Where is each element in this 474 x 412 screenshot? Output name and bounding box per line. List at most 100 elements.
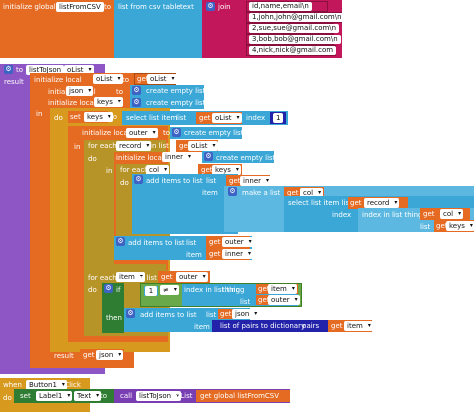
get-var-field[interactable]: oList bbox=[147, 74, 177, 84]
get-var-field[interactable]: oList bbox=[212, 113, 242, 123]
select-list-item-label: select list item list bbox=[288, 199, 352, 207]
local-var-field[interactable]: outer bbox=[126, 128, 158, 138]
in-list-label: in list bbox=[172, 166, 191, 174]
list-gear-icon[interactable]: ⚙ bbox=[204, 152, 213, 161]
init-global-label: initialize global bbox=[3, 3, 56, 11]
list-gear-icon[interactable]: ⚙ bbox=[172, 128, 181, 137]
list-gear-icon[interactable]: ⚙ bbox=[134, 175, 143, 184]
local-var-field[interactable]: inner bbox=[162, 152, 194, 162]
get-label: get bbox=[229, 177, 241, 185]
get-var-field[interactable]: col bbox=[300, 188, 324, 198]
get-label: get bbox=[436, 222, 448, 230]
get-label: get global listFromCSV bbox=[200, 392, 280, 400]
csv-table-block[interactable] bbox=[114, 0, 204, 58]
local-to-label: to bbox=[194, 154, 202, 162]
init-local-label: initialize local bbox=[48, 99, 96, 107]
loop-var-field[interactable]: item bbox=[116, 272, 145, 282]
text-line[interactable]: 2,sue,sue@gmail.com\n bbox=[249, 24, 340, 33]
get-var-field[interactable]: json bbox=[96, 350, 124, 360]
get-var-field[interactable]: outer bbox=[176, 272, 208, 282]
get-label: get bbox=[350, 199, 362, 207]
local-var-field[interactable]: keys bbox=[94, 97, 123, 107]
get-var-field[interactable]: outer bbox=[222, 237, 254, 247]
get-label: get bbox=[137, 75, 149, 83]
get-label: get bbox=[201, 166, 213, 174]
if-gear-icon[interactable]: ⚙ bbox=[104, 284, 113, 293]
in-label: in bbox=[36, 110, 43, 118]
get-var-field[interactable]: outer bbox=[268, 295, 300, 305]
make-a-list-label: make a list bbox=[242, 189, 281, 197]
list-label: list bbox=[206, 311, 217, 319]
init-local-label: initialize local bbox=[34, 76, 82, 84]
text-line[interactable]: id,name,email\n bbox=[249, 2, 312, 11]
list-label: list bbox=[420, 223, 431, 231]
local-to-label: to bbox=[116, 99, 124, 107]
get-label: get bbox=[258, 296, 270, 304]
get-label: get bbox=[179, 142, 191, 150]
get-global-block[interactable] bbox=[196, 390, 290, 402]
local-var-field[interactable]: json bbox=[66, 86, 94, 96]
component-field[interactable]: Button1 bbox=[26, 380, 67, 390]
do-label: do bbox=[88, 155, 97, 163]
procedure-param-field[interactable]: oList bbox=[64, 65, 94, 75]
procedure-gear-icon[interactable]: ⚙ bbox=[4, 65, 13, 74]
get-label: get bbox=[331, 322, 343, 330]
text-line[interactable]: 3,bob,bob@gmail.com\n bbox=[249, 35, 341, 44]
create-empty-list-label: create empty list bbox=[146, 99, 206, 107]
create-empty-list-block[interactable] bbox=[130, 97, 204, 109]
create-empty-list-block[interactable] bbox=[130, 85, 204, 97]
csv-table-label: list from csv table bbox=[118, 3, 181, 11]
get-var-field[interactable]: item bbox=[268, 284, 297, 294]
procedure-name-field[interactable]: listToJson bbox=[26, 65, 65, 75]
list-gear-icon[interactable]: ⚙ bbox=[132, 86, 141, 95]
get-var-field[interactable]: oList bbox=[188, 141, 218, 151]
list-label: list bbox=[176, 114, 187, 122]
in-list-label: in list bbox=[150, 142, 169, 150]
get-var-field[interactable]: record bbox=[364, 198, 400, 208]
get-var-field[interactable]: json bbox=[232, 309, 260, 319]
join-gear-icon[interactable]: ⚙ bbox=[206, 2, 215, 11]
init-local-label: initialize local bbox=[82, 129, 130, 137]
number-field[interactable]: 1 bbox=[145, 286, 157, 296]
add-items-block[interactable] bbox=[132, 174, 238, 234]
get-var-field[interactable]: keys bbox=[212, 165, 241, 175]
text-line[interactable]: 4,nick,nick@gmail.com bbox=[249, 46, 337, 55]
create-empty-list-block[interactable] bbox=[202, 151, 274, 163]
list-gear-icon[interactable]: ⚙ bbox=[126, 309, 135, 318]
global-name-field[interactable]: listFromCSV bbox=[56, 2, 104, 12]
target-component-field[interactable]: Label1 bbox=[36, 391, 73, 401]
get-var-field[interactable]: col bbox=[440, 209, 464, 219]
do-label: do bbox=[54, 114, 63, 122]
create-empty-list-label: create empty list bbox=[146, 87, 206, 95]
item-label: item bbox=[194, 323, 210, 331]
loop-var-field[interactable]: col bbox=[146, 165, 170, 175]
get-var-field[interactable]: item bbox=[344, 321, 373, 331]
if-block[interactable] bbox=[102, 283, 124, 333]
set-label: set bbox=[70, 113, 81, 121]
pairs-to-dict-label: list of pairs to dictionary bbox=[220, 322, 306, 330]
index-label: index bbox=[332, 211, 352, 219]
number-field[interactable]: 1 bbox=[273, 113, 283, 123]
create-empty-list-block[interactable] bbox=[170, 127, 242, 139]
get-var-field[interactable]: inner bbox=[222, 249, 254, 259]
set-var-field[interactable]: keys bbox=[84, 112, 113, 122]
list-gear-icon[interactable]: ⚙ bbox=[228, 187, 237, 196]
get-var-field[interactable]: inner bbox=[240, 176, 272, 186]
create-empty-list-label: create empty list bbox=[184, 129, 244, 137]
procedure-name-field[interactable]: listToJson bbox=[136, 391, 182, 401]
list-gear-icon[interactable]: ⚙ bbox=[116, 237, 125, 246]
list-gear-icon[interactable]: ⚙ bbox=[132, 98, 141, 107]
get-label: get bbox=[161, 273, 173, 281]
get-label: get bbox=[220, 310, 232, 318]
text-line[interactable]: 1,john,john@gmail.com\n bbox=[249, 13, 345, 22]
in-label: in bbox=[106, 167, 113, 175]
property-field[interactable]: Text bbox=[74, 391, 102, 401]
loop-var-field[interactable]: record bbox=[116, 141, 152, 151]
for-each-label: for each bbox=[88, 142, 117, 150]
get-var-field[interactable]: keys bbox=[446, 221, 474, 231]
local-var-field[interactable]: oList bbox=[93, 74, 123, 84]
for-each-label: for each bbox=[88, 274, 117, 282]
compare-op-field[interactable]: ≠ bbox=[160, 285, 179, 295]
global-to-label: to bbox=[104, 3, 112, 11]
